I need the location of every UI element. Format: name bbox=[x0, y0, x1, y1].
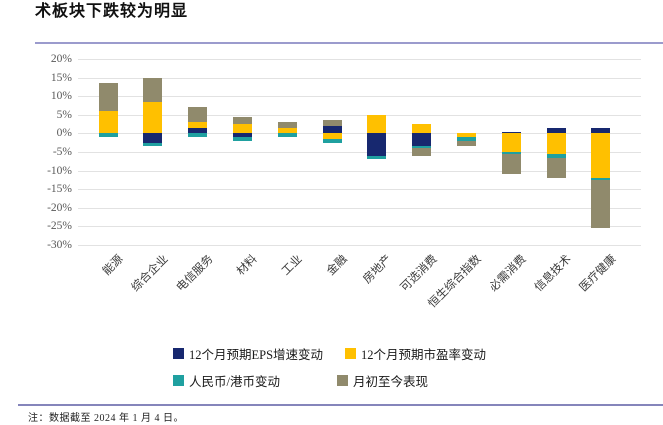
y-axis-tick-label: 15% bbox=[50, 71, 72, 84]
legend-swatch bbox=[345, 348, 356, 359]
bar-segment bbox=[143, 77, 163, 102]
legend-label: 月初至今表现 bbox=[353, 375, 429, 389]
bar-segment bbox=[188, 107, 208, 123]
legend-item: 12个月预期市盈率变动 bbox=[345, 344, 486, 363]
x-axis-label: 能源 bbox=[100, 253, 126, 278]
bar-segment bbox=[591, 178, 611, 180]
x-axis-label: 综合企业 bbox=[129, 253, 171, 295]
legend-item: 人民币/港币变动 bbox=[173, 371, 280, 390]
bar-segment bbox=[277, 122, 297, 128]
bar-segment bbox=[143, 142, 163, 147]
x-axis-label: 工业 bbox=[280, 253, 305, 278]
bar-segment bbox=[456, 140, 476, 147]
bar-segment bbox=[456, 133, 476, 138]
x-axis-label: 材料 bbox=[235, 253, 261, 278]
legend-item: 12个月预期EPS增速变动 bbox=[173, 344, 323, 363]
grid-line bbox=[78, 77, 641, 79]
grid-line bbox=[78, 226, 641, 228]
y-axis-tick-label: -30% bbox=[47, 239, 72, 251]
bar-segment bbox=[546, 157, 566, 179]
bar-segment bbox=[591, 179, 611, 229]
grid-line bbox=[78, 114, 641, 116]
bar-segment bbox=[143, 101, 163, 134]
bar-segment bbox=[322, 138, 342, 143]
y-axis-tick-label: -5% bbox=[52, 146, 72, 158]
grid-line bbox=[78, 96, 641, 98]
bar-segment bbox=[501, 131, 521, 134]
legend-swatch bbox=[173, 375, 184, 386]
bar-segment bbox=[367, 133, 387, 156]
grid-line bbox=[78, 170, 641, 172]
y-axis-tick-label: 0% bbox=[56, 127, 72, 140]
x-axis-label: 信息技术 bbox=[532, 253, 574, 295]
bar-segment bbox=[232, 116, 252, 125]
x-axis-label: 可选消费 bbox=[398, 253, 440, 295]
grid-line bbox=[78, 152, 641, 153]
bar-segment bbox=[412, 133, 432, 147]
bar-segment bbox=[412, 146, 432, 149]
page-title: 术板块下跌较为明显 bbox=[35, 3, 189, 20]
bar-segment bbox=[546, 133, 566, 154]
legend-label: 12个月预期市盈率变动 bbox=[361, 348, 487, 362]
grid-line bbox=[78, 189, 641, 191]
grid-line bbox=[78, 245, 641, 246]
bar-segment bbox=[322, 125, 342, 134]
x-axis-label: 房地产 bbox=[361, 253, 395, 287]
bar-segment bbox=[546, 127, 566, 134]
y-axis-tick-label: 5% bbox=[56, 108, 72, 121]
y-axis-tick-label: -25% bbox=[47, 220, 72, 233]
y-axis-tick-label: 20% bbox=[50, 53, 72, 65]
grid-line bbox=[78, 59, 641, 60]
bar-segment bbox=[322, 120, 342, 126]
bar-segment bbox=[501, 152, 521, 154]
legend-swatch bbox=[337, 375, 348, 386]
y-axis-tick-label: -10% bbox=[47, 164, 72, 177]
footnote: 注：数据截至 2024 年 1 月 4 日。 bbox=[28, 413, 184, 424]
bar-segment bbox=[546, 153, 566, 158]
bar-segment bbox=[367, 114, 387, 134]
bar-segment bbox=[367, 155, 387, 160]
x-axis-label: 必需消费 bbox=[487, 253, 529, 295]
y-axis-tick-label: -20% bbox=[47, 201, 72, 214]
bottom-divider bbox=[18, 404, 663, 406]
bar-segment bbox=[188, 122, 208, 128]
bar-segment bbox=[188, 127, 208, 134]
bar-segment bbox=[456, 137, 476, 141]
y-axis-tick-label: 10% bbox=[50, 90, 72, 103]
y-axis-tick-label: -15% bbox=[47, 183, 72, 196]
bar-segment bbox=[501, 133, 521, 152]
bar-segment bbox=[98, 133, 118, 138]
x-axis-label: 医疗健康 bbox=[577, 253, 619, 295]
legend-item: 月初至今表现 bbox=[337, 371, 428, 390]
sector-performance-chart: 20% 15% 10% 5% 0% -5% -10% -15% -20% -25% -30% 能源 综合… bbox=[47, 53, 641, 310]
bar-segment bbox=[277, 133, 297, 138]
bar-segment bbox=[98, 83, 118, 112]
bar-segment bbox=[143, 133, 163, 143]
grid-line bbox=[78, 207, 641, 209]
legend-swatch bbox=[173, 348, 184, 359]
grid-line bbox=[78, 133, 641, 135]
bar-segment bbox=[322, 133, 342, 139]
bar-segment bbox=[591, 133, 611, 179]
legend-label: 人民币/港币变动 bbox=[189, 375, 280, 389]
x-axis-label: 电信服务 bbox=[174, 253, 216, 295]
bar-segment bbox=[591, 127, 611, 134]
top-divider bbox=[35, 42, 663, 44]
legend-label: 12个月预期EPS增速变动 bbox=[189, 348, 324, 362]
bar-segment bbox=[501, 153, 521, 175]
bar-segment bbox=[98, 111, 118, 134]
bar-segment bbox=[232, 133, 252, 138]
bar-segment bbox=[232, 137, 252, 141]
bar-segment bbox=[232, 124, 252, 134]
x-axis-label: 金融 bbox=[324, 253, 350, 278]
bar-segment bbox=[412, 124, 432, 134]
bar-segment bbox=[188, 133, 208, 138]
bar-segment bbox=[412, 148, 432, 156]
bar-segment bbox=[277, 127, 297, 134]
